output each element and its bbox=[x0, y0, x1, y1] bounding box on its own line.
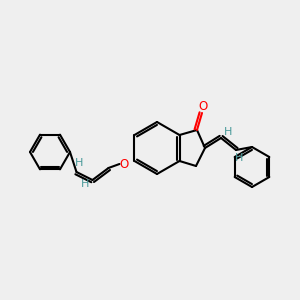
Text: O: O bbox=[120, 158, 129, 170]
Text: H: H bbox=[235, 153, 243, 163]
Text: H: H bbox=[224, 127, 232, 137]
Text: O: O bbox=[198, 100, 208, 112]
Text: H: H bbox=[75, 158, 84, 168]
Text: H: H bbox=[81, 179, 90, 189]
